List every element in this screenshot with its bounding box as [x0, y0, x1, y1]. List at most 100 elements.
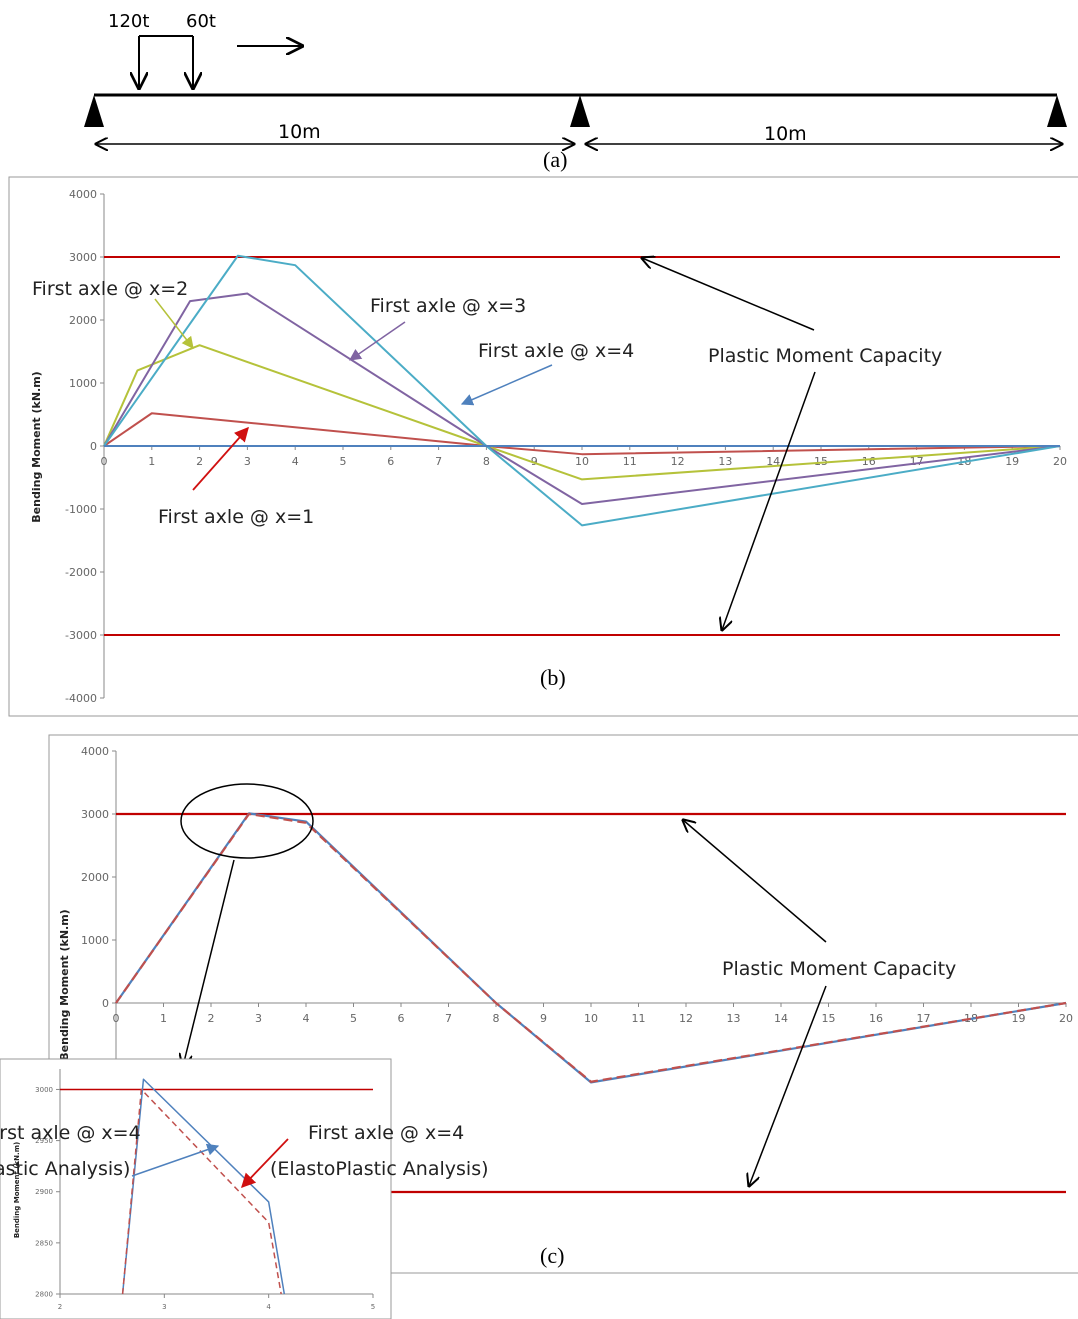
x-tick-label: 3: [244, 455, 251, 468]
load-label-60t: 60t: [186, 11, 216, 32]
y-tick-label: -2000: [65, 566, 97, 579]
inset-y-axis-label: Bending Moment (kN.m): [13, 1142, 21, 1238]
x-tick-label: 6: [398, 1012, 405, 1025]
x-tick-label: 19: [1005, 455, 1019, 468]
inset-annotation-plastic-line2: (ElastoPlastic Analysis): [270, 1158, 489, 1180]
y-tick-label: 2950: [35, 1137, 53, 1145]
y-tick-label: 2800: [35, 1290, 53, 1298]
x-tick-label: 4: [266, 1303, 271, 1311]
x-tick-label: 1: [148, 455, 155, 468]
inset-frame: [0, 1058, 392, 1319]
annotation-capacity-c: Plastic Moment Capacity: [722, 958, 956, 980]
arrow-capacity-c-lower: [749, 985, 827, 1186]
zoom-ellipse: [180, 783, 314, 859]
inset-annotation-elastic-line2: astic Analysis): [0, 1158, 130, 1180]
annotation-axle4: First axle @ x=4: [478, 340, 634, 362]
x-tick-label: 3: [162, 1303, 166, 1311]
x-tick-label: 20: [1059, 1012, 1073, 1025]
arrow-capacity-b-lower: [722, 371, 816, 630]
support-middle: [570, 95, 590, 127]
x-tick-label: 11: [623, 455, 637, 468]
arrow-capacity-c-upper: [683, 820, 827, 943]
x-tick-label: 16: [862, 455, 876, 468]
x-tick-label: 13: [718, 455, 732, 468]
y-tick-label: 1000: [81, 934, 109, 947]
x-tick-label: 20: [1053, 455, 1067, 468]
x-tick-label: 15: [814, 455, 828, 468]
x-tick-label: 8: [493, 1012, 500, 1025]
y-tick-label: -3000: [65, 629, 97, 642]
x-tick-label: 0: [113, 1012, 120, 1025]
arrow-axle2: [154, 298, 194, 349]
annotation-axle2: First axle @ x=2: [32, 278, 188, 300]
arrow-to-inset: [183, 859, 235, 1066]
x-tick-label: 4: [303, 1012, 310, 1025]
y-tick-label: 2000: [69, 314, 97, 327]
x-tick-label: 4: [292, 455, 299, 468]
arrow-axle3: [349, 321, 406, 361]
x-tick-label: 14: [774, 1012, 788, 1025]
load-label-120t: 120t: [108, 11, 149, 32]
x-tick-label: 14: [766, 455, 780, 468]
y-tick-label: 4000: [69, 188, 97, 201]
x-tick-label: 11: [632, 1012, 646, 1025]
y-tick-label: -4000: [65, 692, 97, 705]
y-tick-label: 2000: [81, 871, 109, 884]
inset-plot: 3000 2950 2900 2850 2800 2 3 4 5: [35, 1069, 375, 1311]
x-tick-label: 12: [671, 455, 685, 468]
span-label-2: 10m: [764, 123, 807, 145]
inset-annotation-elastic-line1: irst axle @ x=4: [0, 1122, 141, 1144]
panel-label-c: (c): [540, 1243, 564, 1268]
x-tick-label: 15: [822, 1012, 836, 1025]
support-left: [84, 95, 104, 127]
x-tick-label: 3: [255, 1012, 262, 1025]
y-tick-label: 3000: [69, 251, 97, 264]
x-tick-label: 7: [435, 455, 442, 468]
panel-label-b: (b): [540, 665, 566, 690]
x-tick-label: 6: [387, 455, 394, 468]
x-tick-label: 17: [917, 1012, 931, 1025]
annotation-axle1: First axle @ x=1: [158, 506, 314, 528]
panel-b-y-axis-label: Bending Moment (kN.m): [30, 371, 43, 522]
y-tick-label: 2900: [35, 1188, 53, 1196]
x-tick-label: 1: [160, 1012, 167, 1025]
y-tick-label: -1000: [65, 503, 97, 516]
x-tick-label: 2: [208, 1012, 215, 1025]
y-tick-label: 4000: [81, 745, 109, 758]
annotation-axle3: First axle @ x=3: [370, 295, 526, 317]
x-tick-label: 7: [445, 1012, 452, 1025]
series-line-first-axle-x-4-elastic-analysis-2: [115, 812, 1067, 1084]
x-tick-label: 9: [531, 455, 538, 468]
x-tick-label: 19: [1012, 1012, 1026, 1025]
inset-arrow-elastic: [131, 1143, 220, 1177]
y-tick-label: 1000: [69, 377, 97, 390]
annotation-capacity-b: Plastic Moment Capacity: [708, 345, 942, 367]
x-tick-label: 0: [101, 455, 108, 468]
arrow-axle1: [192, 426, 249, 491]
x-tick-label: 10: [584, 1012, 598, 1025]
inset-annotation-plastic-line1: First axle @ x=4: [308, 1122, 464, 1144]
x-tick-label: 8: [483, 455, 490, 468]
series-line-first-axle-x-4-elastoplastic-analysis-2: [121, 1088, 282, 1295]
y-tick-label: 0: [90, 440, 97, 453]
panel-a-beam-diagram: 120t 60t 10m 10m (a): [84, 11, 1067, 172]
support-right: [1047, 95, 1067, 127]
y-tick-label: 0: [102, 997, 109, 1010]
y-tick-label: 2850: [35, 1239, 53, 1247]
y-tick-label: 3000: [35, 1086, 53, 1094]
x-tick-label: 5: [371, 1303, 375, 1311]
x-tick-label: 9: [540, 1012, 547, 1025]
inset-arrow-plastic: [241, 1138, 289, 1189]
x-tick-label: 2: [196, 455, 203, 468]
x-tick-label: 12: [679, 1012, 693, 1025]
x-tick-label: 5: [350, 1012, 357, 1025]
y-tick-label: 3000: [81, 808, 109, 821]
x-tick-label: 10: [575, 455, 589, 468]
series-line-first-axle-x-2-3: [103, 344, 1061, 481]
x-tick-label: 16: [869, 1012, 883, 1025]
series-line-first-axle-x-4-5: [103, 254, 1061, 527]
